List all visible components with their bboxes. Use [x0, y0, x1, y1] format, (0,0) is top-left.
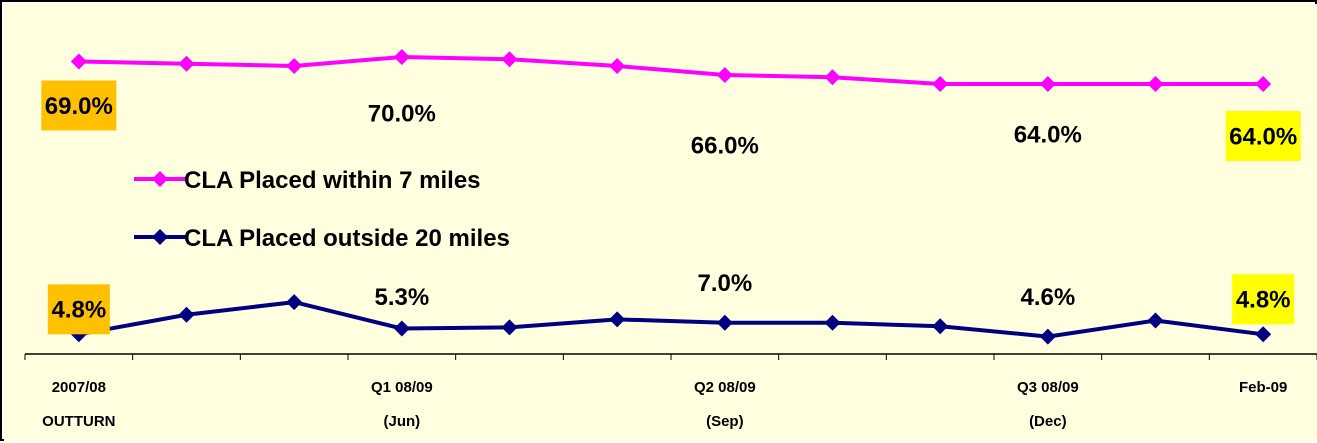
data-label: 64.0%	[1014, 121, 1082, 148]
legend-label: CLA Placed outside 20 miles	[184, 225, 510, 252]
x-tick-label: 2007/08 OUTTURN	[42, 379, 115, 430]
data-point-marker	[932, 318, 949, 335]
data-point-marker	[286, 58, 303, 74]
data-point-marker	[609, 311, 626, 328]
data-point-marker	[1255, 326, 1272, 343]
data-point-marker	[501, 51, 518, 68]
x-tick-label: Q1 08/09 (Jun)	[371, 379, 433, 430]
data-label: 4.8%	[51, 297, 106, 324]
x-tick-label: Q2 08/09 (Sep)	[694, 379, 756, 430]
x-axis: 2007/08 OUTTURN Q1 08/09 (Jun) Q2 08/09 (Sep)…	[24, 353, 1317, 430]
legend-marker	[152, 229, 168, 245]
data-point-marker	[716, 314, 733, 331]
data-point-marker	[609, 58, 626, 74]
data-point-marker	[824, 314, 841, 331]
data-point-marker	[501, 319, 518, 336]
legend: CLA Placed within 7 miles CLA Placed outs…	[134, 167, 510, 252]
legend-marker	[152, 171, 168, 187]
legend-label: CLA Placed within 7 miles	[184, 167, 481, 194]
plot-area-background	[4, 4, 1317, 441]
data-point-marker	[1255, 76, 1272, 92]
series-layer	[70, 49, 1272, 345]
data-label-highlight	[1225, 111, 1301, 161]
data-point-marker	[70, 53, 87, 70]
data-point-marker	[178, 306, 195, 323]
data-point-marker	[1147, 312, 1164, 329]
data-point-marker	[178, 55, 195, 72]
data-point-marker	[286, 294, 303, 311]
data-point-marker	[1039, 76, 1056, 92]
series-line	[78, 55, 1264, 86]
data-point-marker	[1147, 76, 1164, 92]
data-point-marker	[393, 49, 410, 65]
data-point-marker	[716, 67, 733, 83]
data-point-marker	[932, 76, 949, 92]
data-label: 66.0%	[691, 132, 759, 159]
data-labels: 69.0% 70.0% 66.0% 64.0% 64.0% 4.8% 5.3% 7.0% 4.6…	[41, 80, 1301, 335]
data-label: 69.0%	[45, 93, 113, 120]
data-label: 70.0%	[368, 100, 436, 127]
data-label: 64.0%	[1229, 123, 1297, 150]
data-point-marker	[1039, 328, 1056, 345]
x-tick-label: Feb-09	[1239, 379, 1287, 396]
data-label-highlight	[1232, 274, 1295, 325]
data-point-marker	[393, 320, 410, 337]
x-tick-label: Q3 08/09 (Dec)	[1017, 379, 1079, 430]
data-point-marker	[824, 69, 841, 86]
data-label-highlight	[47, 284, 110, 335]
data-label-highlight	[41, 80, 117, 131]
series-line	[78, 300, 1264, 339]
data-label: 4.6%	[1020, 284, 1075, 311]
data-label: 7.0%	[697, 270, 752, 297]
data-label: 4.8%	[1236, 287, 1291, 314]
data-label: 5.3%	[374, 284, 429, 311]
